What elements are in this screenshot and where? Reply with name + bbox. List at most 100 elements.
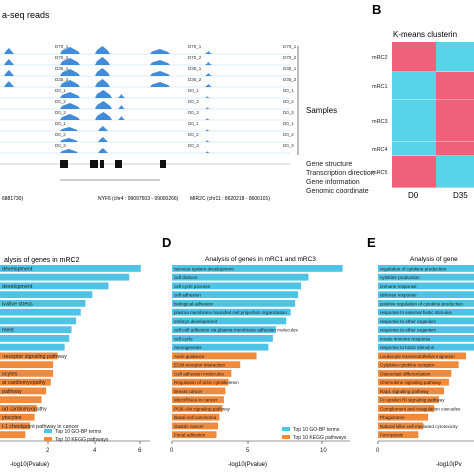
bar-label: Rap1 signaling pathway	[380, 389, 429, 394]
bar-label: Fc epsilon RI signaling pathway	[380, 398, 445, 403]
panel-e-bars: regulation of cytokine production cytokin…	[376, 265, 474, 454]
legend-swatch	[282, 427, 290, 431]
coverage-peak	[95, 101, 112, 109]
panel-a-legend-item: Transcription direction	[306, 170, 375, 177]
bar-label: pathway	[2, 389, 22, 395]
coverage-peak	[205, 129, 210, 131]
panel-a-legend-item: Genomic coordinate	[306, 188, 369, 195]
coverage-peak	[98, 137, 108, 142]
track-label-left: D70_1	[55, 44, 69, 49]
x-tick-label: 0	[170, 448, 174, 454]
panel-a-title: a-seq reads	[2, 10, 50, 20]
coverage-peak	[205, 118, 210, 120]
bar-label: cytokine production	[380, 275, 420, 280]
bar	[378, 335, 474, 342]
panel-e-xlabel: -log10(Pv	[436, 462, 462, 468]
heatmap-cell-d35	[436, 100, 474, 142]
bar	[0, 413, 35, 421]
panel-b: B K-means clusterin mRC2 mRC1 mRC3 mRC4 mRC5…	[372, 2, 474, 200]
coverage-peak	[150, 60, 170, 65]
bar	[172, 308, 291, 316]
bar	[0, 326, 72, 334]
panel-d-xlabel: -log10(Pvalue)	[228, 462, 267, 468]
exon-block	[160, 160, 166, 168]
bar	[172, 378, 229, 386]
bar	[172, 326, 276, 334]
bar-label: innate immune response	[380, 336, 431, 341]
gene-mid-label: NYF6 (chr4 : 99097503 - 99000266)	[98, 196, 179, 202]
bar-label: Leukocyte transendothelial migration	[380, 354, 455, 359]
heatmap-cell-d0	[392, 142, 436, 156]
bar-label: response to other organism	[380, 319, 436, 324]
coverage-peak	[118, 105, 125, 109]
bar	[0, 405, 37, 412]
legend-swatch	[44, 429, 52, 433]
bar	[172, 291, 299, 299]
track-label-mid: D35_1	[188, 66, 202, 71]
track-label-right: D0_2	[283, 132, 294, 137]
bar-label: Breast cancer	[174, 389, 203, 394]
coverage-peak	[118, 116, 125, 120]
bar-label: Phagosome	[380, 415, 405, 420]
bar	[378, 291, 474, 299]
heatmap-cell-d0	[392, 156, 436, 188]
bar	[172, 300, 296, 307]
bar-label: response to biotic stimulus	[380, 345, 435, 350]
bar-label: immune response	[380, 284, 417, 289]
bar-label: defense response	[380, 293, 417, 298]
bar	[0, 370, 54, 377]
panel-d: D Analysis of genes in mRC1 and mRC3 ner…	[162, 235, 350, 468]
bar	[0, 308, 81, 316]
track-label-right: D70_2	[283, 55, 297, 60]
panel-d-title: Analysis of genes in mRC1 and mRC3	[205, 256, 316, 263]
bar	[0, 361, 54, 369]
panel-c-title: alysis of genes in mRC2	[4, 257, 80, 264]
track-label-right: D35_1	[283, 66, 297, 71]
bar-label: Complement and coagulation cascades	[380, 406, 461, 411]
bar-label: Chemokine signaling pathway	[380, 380, 442, 385]
bar	[172, 387, 226, 395]
bar	[378, 326, 474, 334]
bar	[378, 273, 474, 281]
heat-col-d35: D35	[453, 191, 468, 200]
panel-d-letter: D	[162, 235, 171, 250]
track-label-mid: D35_2	[188, 77, 202, 82]
bar-label: ocytes	[2, 371, 18, 377]
coverage-peak	[60, 103, 80, 109]
bar	[0, 300, 86, 307]
bar	[172, 343, 269, 351]
track-label-mid: D0_3	[188, 110, 199, 115]
x-tick-label: 5	[246, 448, 250, 454]
coverage-peak	[60, 92, 80, 98]
coverage-peak	[95, 68, 110, 76]
bar	[378, 282, 474, 290]
bar	[172, 405, 223, 412]
bar-label: response to other organism	[380, 328, 436, 333]
coverage-peak	[98, 148, 108, 153]
legend-swatch	[282, 435, 290, 439]
heatmap-cell-d35	[436, 72, 474, 100]
coverage-peak	[4, 59, 14, 65]
track-label-right: D70_1	[283, 44, 297, 49]
coverage-peak	[95, 57, 110, 65]
coverage-peak	[95, 112, 112, 120]
bar	[378, 265, 474, 272]
bar	[0, 317, 77, 325]
x-tick-label: 0	[376, 448, 380, 454]
panel-c: alysis of genes in mRC2 developmentdevel…	[0, 257, 150, 468]
coverage-peak	[4, 81, 14, 87]
bar	[0, 273, 130, 281]
heatmap-row-label: mRC1	[372, 84, 388, 90]
heatmap-cell-d0	[392, 100, 436, 142]
bar	[172, 361, 241, 369]
coverage-peak	[95, 90, 112, 98]
coverage-peak	[60, 80, 80, 87]
bar	[378, 343, 474, 351]
bar-label: plasma membrane bounded cell projection …	[174, 310, 287, 315]
panel-e-letter: E	[367, 235, 376, 250]
track-label-left: D35_2	[55, 77, 69, 82]
bar-label: Cytokine-cytokine receptor	[380, 363, 435, 368]
track-label-left: D0_3	[55, 110, 66, 115]
x-tick-label: 2	[46, 448, 50, 454]
